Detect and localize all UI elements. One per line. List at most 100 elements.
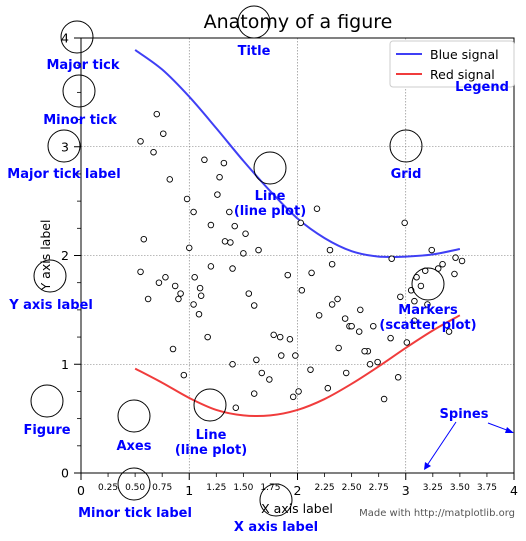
scatter-point bbox=[326, 246, 334, 254]
x-minor-tick-label: 0.25 bbox=[98, 483, 118, 493]
scatter-point bbox=[180, 371, 188, 379]
annotation-circles bbox=[30, 5, 499, 517]
scatter-point bbox=[403, 339, 411, 346]
y-axis-label-circle bbox=[33, 259, 67, 293]
scatter-point bbox=[397, 293, 404, 301]
spine-arrow-right-head bbox=[505, 427, 514, 433]
scatter-point bbox=[417, 282, 425, 290]
spine-arrows bbox=[424, 421, 514, 470]
scatter-point bbox=[361, 347, 368, 355]
scatter-point bbox=[245, 290, 253, 297]
x-minor-tick-label: 1.75 bbox=[260, 483, 280, 493]
x-minor-tick-label: 3.25 bbox=[423, 483, 443, 493]
scatter-point bbox=[445, 328, 453, 335]
annotation-labels: Major tick Minor tick Major tick label Y… bbox=[7, 44, 509, 535]
scatter-point bbox=[140, 235, 148, 243]
scatter-point bbox=[341, 315, 349, 322]
annotation-line-1-sub: (line plot) bbox=[234, 204, 306, 219]
scatter-point bbox=[276, 333, 284, 341]
minor-tick-circle bbox=[62, 74, 96, 108]
scatter-point bbox=[289, 393, 297, 401]
scatter-point bbox=[155, 279, 163, 286]
x-axis-label-circle bbox=[259, 483, 293, 517]
legend-label-blue: Blue signal bbox=[430, 47, 499, 62]
scatter-point bbox=[137, 138, 144, 145]
scatter-point bbox=[298, 287, 306, 294]
y-axis-label: Y axis label bbox=[38, 220, 53, 292]
scatter-point bbox=[357, 306, 364, 314]
scatter-point bbox=[295, 388, 302, 395]
scatter-point bbox=[286, 335, 294, 343]
annotation-grid: Grid bbox=[391, 167, 422, 182]
scatter-point bbox=[191, 274, 198, 281]
scatter-point bbox=[411, 317, 418, 325]
scatter-point bbox=[201, 156, 208, 164]
annotation-minor-tick: Minor tick bbox=[43, 113, 117, 128]
annotation-figure: Figure bbox=[23, 423, 70, 438]
y-major-tick-label: 0 bbox=[61, 466, 69, 481]
major-tick-circle bbox=[60, 20, 94, 54]
scatter-point bbox=[355, 328, 363, 335]
scatter-point bbox=[177, 290, 184, 297]
x-axis-label: X axis label bbox=[261, 501, 333, 516]
line-circle-lower bbox=[193, 388, 227, 422]
scatter-point bbox=[150, 148, 157, 156]
scatter-point bbox=[348, 322, 355, 330]
scatter-point bbox=[451, 270, 458, 278]
chart-title: Anatomy of a figure bbox=[204, 11, 393, 33]
title-circle bbox=[237, 5, 271, 39]
x-minor-tick-label: 1.25 bbox=[206, 483, 226, 493]
annotation-line-1: Line (line plot) bbox=[234, 189, 306, 219]
scatter-point bbox=[458, 257, 466, 265]
scatter-point bbox=[255, 246, 262, 254]
axes: 0 1 2 3 4 0.25 0.50 0.75 1.25 1.50 1.75 2.25 2.50 2.7… bbox=[61, 31, 518, 499]
scatter-point bbox=[258, 369, 266, 377]
y-major-tick-label: 1 bbox=[61, 357, 69, 372]
annotation-major-tick-label: Major tick label bbox=[7, 167, 120, 182]
scatter-point bbox=[216, 173, 223, 181]
scatter-point bbox=[242, 230, 249, 237]
x-major-tick-label: 2 bbox=[294, 483, 302, 498]
scatter-markers bbox=[137, 110, 466, 412]
scatter-point bbox=[401, 219, 408, 227]
scatter-point bbox=[190, 208, 197, 216]
scatter-point bbox=[240, 250, 247, 257]
x-major-tick-label: 0 bbox=[77, 483, 85, 498]
scatter-point bbox=[380, 395, 388, 403]
annotation-y-axis-label: Y axis label bbox=[8, 298, 93, 313]
annotation-major-tick: Major tick bbox=[46, 58, 119, 73]
scatter-point bbox=[169, 345, 177, 353]
annotation-line-2: Line (line plot) bbox=[175, 428, 247, 458]
major-tick-label-circle bbox=[47, 129, 81, 163]
annotation-spines: Spines bbox=[440, 407, 489, 422]
scatter-point bbox=[387, 334, 394, 342]
scatter-point bbox=[439, 260, 446, 268]
scatter-point bbox=[227, 239, 234, 246]
footer-credit: Made with http://matplotlib.org bbox=[359, 508, 515, 519]
scatter-point bbox=[297, 219, 304, 227]
scatter-point bbox=[171, 282, 179, 290]
scatter-point bbox=[315, 312, 323, 319]
scatter-point bbox=[204, 333, 211, 341]
legend-label-red: Red signal bbox=[430, 67, 495, 82]
scatter-point bbox=[190, 301, 197, 308]
scatter-point bbox=[221, 238, 229, 245]
y-major-tick-label: 4 bbox=[61, 31, 69, 46]
markers-circle bbox=[411, 267, 445, 301]
spine-arrow-bottom-head bbox=[424, 462, 431, 470]
scatter-point bbox=[342, 369, 350, 377]
scatter-point bbox=[370, 322, 377, 330]
scatter-point bbox=[162, 274, 169, 281]
figure-circle bbox=[30, 384, 64, 418]
axes-circle bbox=[117, 399, 151, 433]
blue-signal-line bbox=[134, 49, 461, 259]
scatter-point bbox=[250, 390, 258, 397]
scatter-point bbox=[428, 246, 435, 254]
scatter-point bbox=[226, 208, 233, 216]
scatter-point bbox=[185, 244, 193, 252]
scatter-point bbox=[232, 404, 240, 412]
scatter-point bbox=[388, 255, 395, 263]
annotation-title: Title bbox=[238, 44, 271, 59]
legend: Blue signal Red signal bbox=[389, 40, 515, 88]
y-major-tick-label: 2 bbox=[61, 248, 69, 263]
